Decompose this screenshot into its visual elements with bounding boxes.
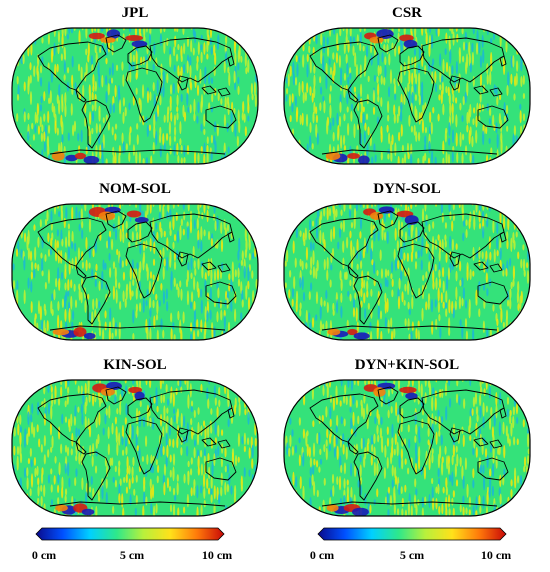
map-panel-kin-sol: KIN-SOL (10, 356, 260, 517)
colorbar-min-label: 0 cm (31, 548, 57, 562)
colorbar-right: 0 cm 5 cm 10 cm (309, 524, 512, 564)
world-map (283, 27, 531, 165)
map-panel-dyn-kin-sol: DYN+KIN-SOL (282, 356, 532, 517)
panel-title: DYN-SOL (373, 181, 441, 197)
panel-title: CSR (391, 5, 422, 21)
map-panel-nom-sol: NOM-SOL (10, 180, 260, 341)
world-map (11, 379, 259, 517)
panel-title: JPL (121, 5, 149, 21)
panel-title: NOM-SOL (99, 181, 171, 197)
colorbar-min-label: 0 cm (309, 548, 335, 562)
colorbar-gradient (35, 527, 225, 541)
colorbar-max-label: 10 cm (480, 548, 512, 562)
map-panel-csr: CSR (282, 4, 532, 165)
colorbar-gradient (317, 527, 507, 541)
colorbar-left: 0 cm 5 cm 10 cm (30, 524, 233, 564)
colorbar-mid-label: 5 cm (119, 548, 145, 562)
world-map (11, 203, 259, 341)
world-map (11, 27, 259, 165)
colorbar-mid-label: 5 cm (399, 548, 425, 562)
map-panel-jpl: JPL (10, 4, 260, 165)
map-panel-dyn-sol: DYN-SOL (282, 180, 532, 341)
colorbar-max-label: 10 cm (201, 548, 233, 562)
panel-title: KIN-SOL (103, 357, 167, 373)
panel-title: DYN+KIN-SOL (354, 357, 460, 373)
world-map (283, 203, 531, 341)
world-map (283, 379, 531, 517)
